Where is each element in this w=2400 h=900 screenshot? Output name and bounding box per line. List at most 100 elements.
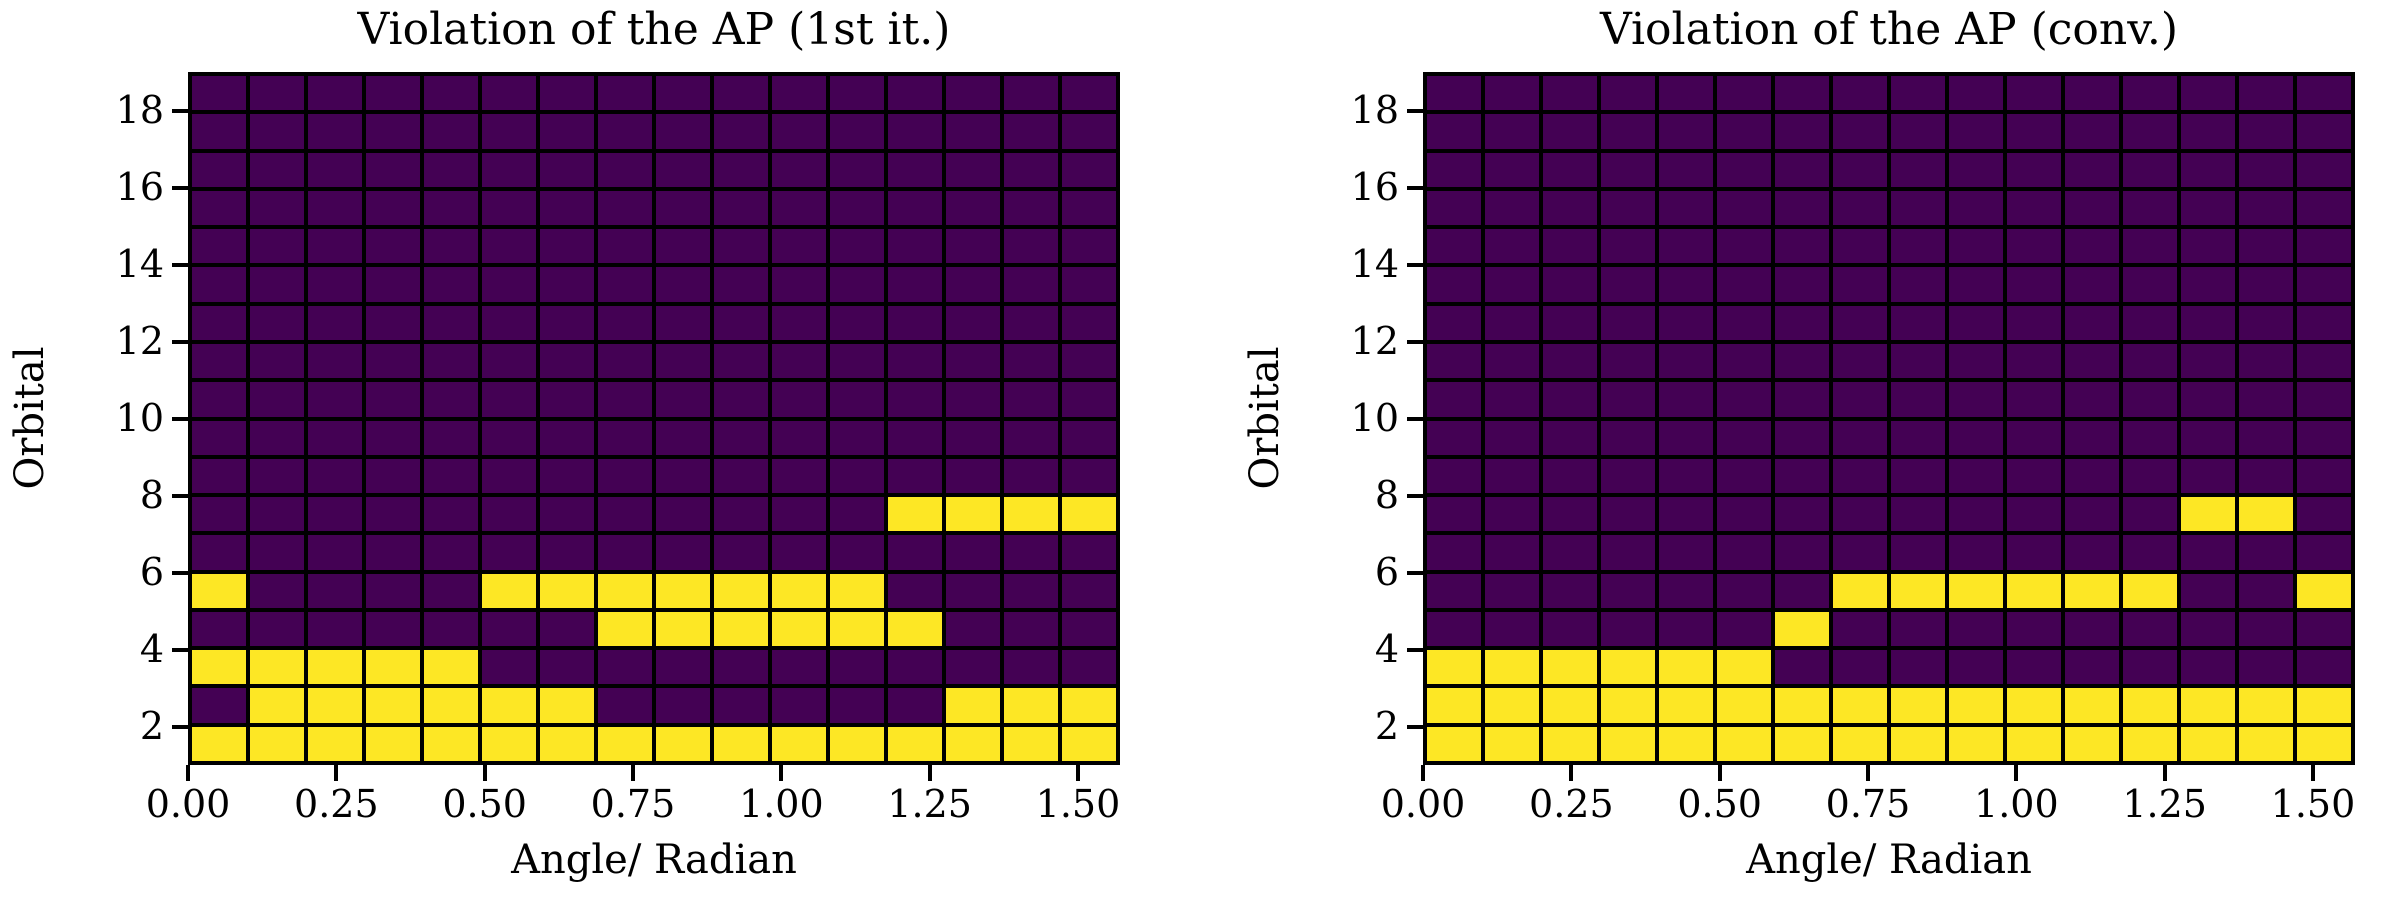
heatmap-cell <box>1062 535 1116 570</box>
x-tick-mark <box>630 765 635 781</box>
heatmap-cell <box>888 267 942 302</box>
heatmap-cell <box>366 267 420 302</box>
y-tick-label: 10 <box>1350 395 1399 440</box>
heatmap-cell <box>1775 267 1829 302</box>
heatmap-cell <box>656 152 710 187</box>
heatmap-cell <box>250 497 304 532</box>
heatmap-cell <box>946 190 1000 226</box>
heatmap-cell <box>1717 190 1771 226</box>
heatmap-cell <box>1004 611 1058 647</box>
heatmap-cell <box>946 458 1000 494</box>
heatmap-cell <box>2297 420 2351 455</box>
heatmap-cell <box>2181 497 2235 532</box>
heatmap-cell <box>888 573 942 608</box>
heatmap-cell <box>1775 114 1829 149</box>
heatmap-cell <box>1775 573 1829 608</box>
heatmap-cell <box>2065 726 2119 761</box>
heatmap-cell <box>1062 688 1116 723</box>
heatmap-cell <box>598 114 652 149</box>
x-tick-mark <box>2014 765 2019 781</box>
heatmap-cell <box>308 573 362 608</box>
heatmap-cell <box>2297 688 2351 723</box>
heatmap-cell <box>2181 76 2235 111</box>
heatmap-cell <box>1833 76 1887 111</box>
heatmap-cell <box>946 343 1000 379</box>
heatmap-cell <box>656 343 710 379</box>
heatmap-cell <box>1949 305 2003 340</box>
heatmap-cell <box>830 458 884 494</box>
heatmap-cell <box>1949 497 2003 532</box>
heatmap-cell <box>656 535 710 570</box>
heatmap-cell <box>772 343 826 379</box>
heatmap-cell <box>540 497 594 532</box>
heatmap-cell <box>1485 114 1539 149</box>
heatmap-cell <box>1949 688 2003 723</box>
y-tick-mark <box>172 185 188 190</box>
y-tick-mark <box>172 493 188 498</box>
heatmap-cell <box>1427 76 1481 111</box>
heatmap-cell <box>308 650 362 685</box>
heatmap-cell <box>250 343 304 379</box>
y-tick-label: 8 <box>1374 472 1399 517</box>
heatmap-cell <box>1717 382 1771 417</box>
heatmap-cell <box>888 535 942 570</box>
heatmap-cell <box>2123 497 2177 532</box>
heatmap-cell <box>598 267 652 302</box>
heatmap-cell <box>1004 726 1058 761</box>
heatmap-cell <box>1891 382 1945 417</box>
heatmap-cell <box>946 650 1000 685</box>
heatmap-cell <box>1485 76 1539 111</box>
heatmap-cell <box>482 76 536 111</box>
heatmap-cell <box>1601 152 1655 187</box>
heatmap-cell <box>1833 152 1887 187</box>
heatmap-cell <box>2181 114 2235 149</box>
heatmap-cell <box>540 726 594 761</box>
heatmap-cell <box>598 497 652 532</box>
heatmap-cell <box>366 611 420 647</box>
heatmap-cell <box>482 611 536 647</box>
heatmap-cell <box>1659 190 1713 226</box>
heatmap-cell <box>1949 190 2003 226</box>
heatmap-cell <box>714 535 768 570</box>
heatmap-cell <box>1717 688 1771 723</box>
heatmap-cell <box>1775 152 1829 187</box>
x-tick-label: 0.50 <box>1677 782 1762 826</box>
heatmap-cell <box>714 343 768 379</box>
x-tick-label: 0.00 <box>145 782 231 826</box>
y-tick-label: 6 <box>139 549 164 594</box>
heatmap-cell <box>2239 688 2293 723</box>
heatmap-cell <box>1004 573 1058 608</box>
heatmap-cell <box>1891 229 1945 264</box>
heatmap-cell <box>424 267 478 302</box>
heatmap-cell <box>656 114 710 149</box>
y-tick-mark <box>1407 108 1423 113</box>
heatmap-cell <box>1543 382 1597 417</box>
heatmap-cell <box>540 305 594 340</box>
heatmap-cell <box>308 497 362 532</box>
heatmap-cell <box>888 688 942 723</box>
heatmap-cell <box>1427 420 1481 455</box>
heatmap-cell <box>1543 688 1597 723</box>
x-tick-label: 1.50 <box>2270 782 2356 826</box>
heatmap-cell <box>598 535 652 570</box>
heatmap-cell <box>250 573 304 608</box>
y-tick-label: 16 <box>1350 164 1399 209</box>
heatmap-cell <box>1659 535 1713 570</box>
heatmap-cell <box>1717 343 1771 379</box>
heatmap-cell <box>482 305 536 340</box>
heatmap-cell <box>1543 535 1597 570</box>
heatmap-cell <box>1775 343 1829 379</box>
x-tick-mark <box>1569 765 1574 781</box>
heatmap-cell <box>2065 573 2119 608</box>
x-tick-label: 1.50 <box>1035 782 1121 826</box>
heatmap-cell <box>192 305 246 340</box>
x-tick-label: 0.75 <box>590 782 676 826</box>
heatmap-cell <box>2181 420 2235 455</box>
heatmap-cell <box>1659 573 1713 608</box>
heatmap-cell <box>2065 190 2119 226</box>
heatmap-cell <box>540 229 594 264</box>
heatmap-cell <box>946 497 1000 532</box>
heatmap-cell <box>2297 229 2351 264</box>
heatmap-cell <box>772 114 826 149</box>
heatmap-cell <box>946 382 1000 417</box>
